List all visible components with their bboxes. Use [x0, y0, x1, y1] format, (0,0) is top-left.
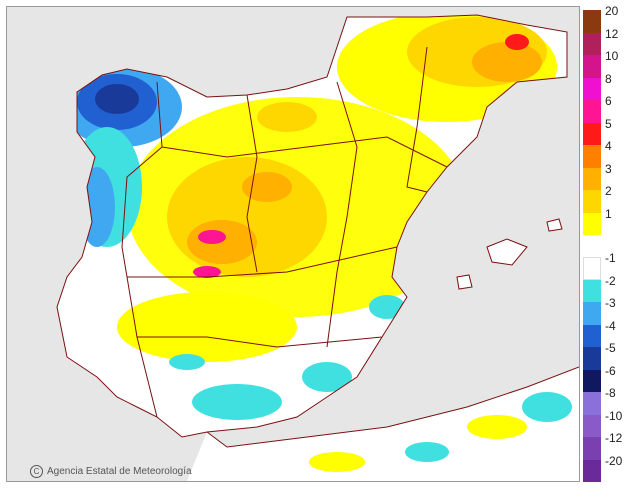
legend-label: -10: [605, 408, 623, 423]
legend-swatch: [583, 302, 601, 325]
legend-label: -4: [605, 318, 616, 333]
legend-label: -5: [605, 341, 616, 355]
map-canvas: [7, 7, 579, 481]
legend-swatch: [583, 257, 601, 280]
credit-line: C Agencia Estatal de Meteorología: [30, 465, 192, 478]
legend-label: 3: [605, 161, 612, 176]
region-borders: [56, 14, 579, 448]
legend-label: 4: [605, 139, 612, 153]
legend-swatch: [583, 369, 601, 392]
legend-swatch: [583, 122, 601, 145]
legend-label: -8: [605, 386, 616, 400]
legend-swatch: [583, 55, 601, 78]
legend-label: 6: [605, 94, 612, 108]
legend-label: -20: [605, 453, 623, 468]
legend-swatch: [583, 414, 601, 437]
color-legend: 20 12 10 8 6 5 4 3 2 1 -1 -2 -3 -4 -5 -6 -8 -10 -12 -20: [583, 5, 630, 488]
legend-swatch: [583, 212, 601, 235]
legend-label: -2: [605, 273, 616, 288]
legend-swatch: [583, 100, 601, 123]
anomaly-map: [6, 6, 580, 482]
legend-label: 12: [605, 26, 619, 41]
legend-swatch: [583, 77, 601, 100]
legend-label: 1: [605, 206, 612, 221]
legend-swatch: [583, 190, 601, 213]
legend-label: 10: [605, 49, 619, 63]
legend-swatch: [583, 324, 601, 347]
legend-swatch: [583, 392, 601, 415]
legend-swatch: [583, 145, 601, 168]
legend-label: -3: [605, 296, 616, 310]
credit-text: Agencia Estatal de Meteorología: [47, 466, 192, 477]
watermark-logo: aemet: [486, 458, 527, 473]
legend-label: -12: [605, 431, 623, 445]
legend-label: 5: [605, 116, 612, 131]
legend-swatch: [583, 459, 601, 482]
legend-label: 2: [605, 184, 612, 198]
legend-label: 8: [605, 71, 612, 86]
legend-label: -1: [605, 251, 616, 265]
legend-swatch: [583, 279, 601, 302]
legend-swatch: [583, 437, 601, 460]
legend-label: -6: [605, 363, 616, 378]
legend-label: 20: [605, 4, 619, 18]
legend-swatch: [583, 10, 601, 33]
legend-swatch: [583, 32, 601, 55]
legend-swatch: [583, 347, 601, 370]
copyright-icon: C: [30, 465, 43, 478]
legend-swatch: [583, 167, 601, 190]
